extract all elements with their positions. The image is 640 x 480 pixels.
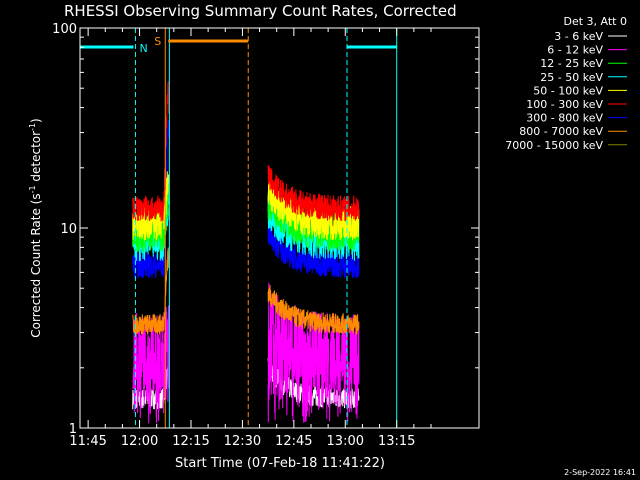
legend-label: 3 - 6 keV: [554, 30, 603, 43]
observing-intervals: NS: [80, 28, 398, 428]
x-tick-label: 13:15: [378, 434, 415, 449]
y-axis-label-end: ): [29, 118, 43, 123]
x-tick-label: 11:45: [69, 434, 106, 449]
series-trace: [267, 284, 360, 335]
data-layer: [132, 80, 360, 424]
series-300-800keV: [132, 119, 360, 280]
y-axis-label-sup2: -1: [28, 123, 37, 131]
series-trace: [267, 176, 360, 241]
legend-label: 6 - 12 keV: [547, 44, 603, 57]
axes: 11:45 12:00 12:15 12:30 12:45 13:00 13:15 1 10 10…: [52, 22, 479, 449]
footer-date: 2-Sep-2022 16:41: [564, 468, 636, 477]
legend-label: 7000 - 15000 keV: [505, 139, 603, 152]
saa-interval: S: [154, 28, 249, 428]
series-trace: [132, 179, 170, 253]
x-tick-label: 13:00: [327, 434, 364, 449]
legend-title: Det 3, Att 0: [564, 15, 628, 28]
series-trace: [267, 222, 360, 279]
y-tick-label: 1: [69, 422, 77, 437]
legend-label: 300 - 800 keV: [526, 112, 603, 125]
series-trace: [267, 357, 360, 409]
saa-marker: S: [154, 35, 161, 48]
y-axis-label-sup1: -1: [28, 185, 37, 193]
legend-label: 800 - 7000 keV: [519, 125, 603, 138]
y-tick-label: 100: [52, 22, 77, 37]
series-trace: [267, 165, 360, 222]
y-axis-label-main: Corrected Count Rate (s: [29, 193, 43, 337]
night-interval: N: [80, 28, 170, 428]
y-tick-label: 10: [60, 222, 77, 237]
legend-label: 25 - 50 keV: [540, 71, 603, 84]
series-trace: [132, 305, 170, 424]
series-100-300keV: [132, 80, 360, 222]
x-tick-label: 12:00: [121, 434, 158, 449]
series-trace: [132, 247, 170, 335]
legend-label: 12 - 25 keV: [540, 57, 603, 70]
x-tick-label: 12:30: [224, 434, 261, 449]
x-tick-label: 12:45: [275, 434, 312, 449]
night-interval: [346, 28, 398, 428]
series-trace: [132, 119, 170, 280]
chart-title: RHESSI Observing Summary Count Rates, Co…: [64, 2, 457, 20]
y-axis-label-mid: detector: [29, 131, 43, 186]
x-tick-label: 12:15: [172, 434, 209, 449]
legend-label: 50 - 100 keV: [533, 84, 603, 97]
series-800-7000keV: [132, 247, 360, 335]
series-trace: [132, 80, 170, 222]
x-axis-label: Start Time (07-Feb-18 11:41:22): [175, 456, 385, 471]
y-axis-label: Corrected Count Rate (s-1 detector-1): [28, 118, 43, 337]
legend-label: 100 - 300 keV: [526, 98, 603, 111]
night-marker: N: [139, 42, 147, 55]
